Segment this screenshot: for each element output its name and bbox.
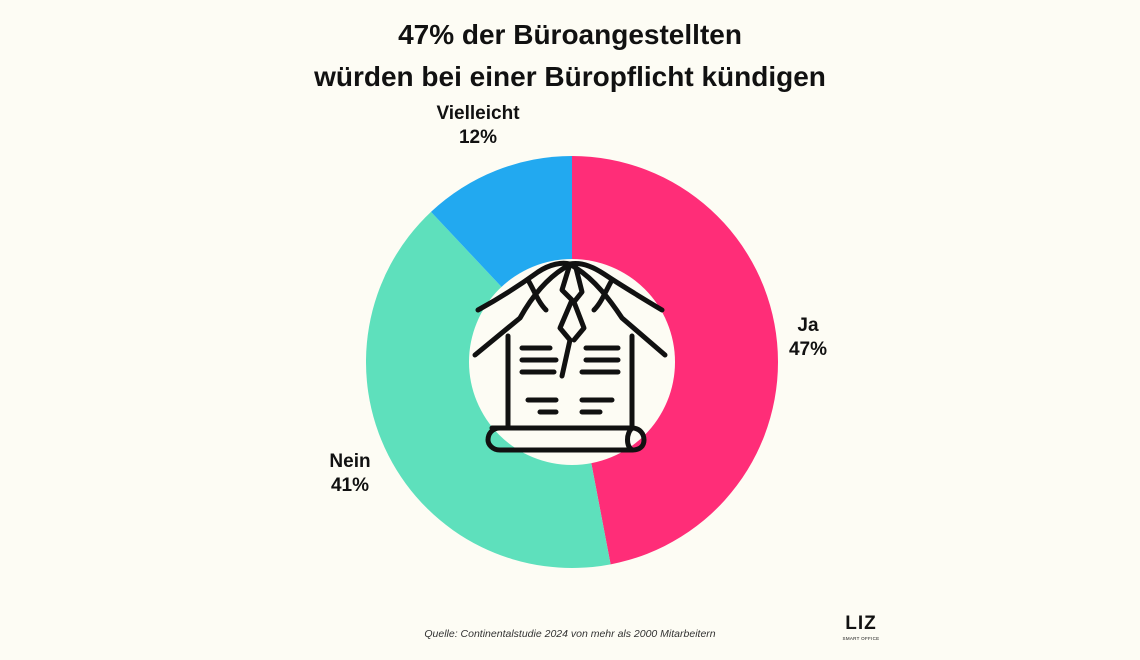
- logo-tagline: SMART OFFICE: [842, 636, 880, 641]
- slice-label-nein: Nein 41%: [310, 450, 390, 498]
- liz-logo: LIZ SMART OFFICE: [836, 606, 886, 656]
- slice-label-vielleicht-value: 12%: [458, 127, 498, 148]
- chart-title: 47% der Büroangestellten würden bei eine…: [0, 14, 1140, 98]
- slice-label-ja: Ja 47%: [780, 314, 836, 362]
- logo-name: LIZ: [845, 613, 877, 634]
- slice-ja: [572, 156, 778, 565]
- slice-label-nein-value: 41%: [330, 475, 370, 496]
- donut-hole: [469, 259, 675, 465]
- source-note: Quelle: Continentalstudie 2024 von mehr …: [424, 628, 716, 640]
- slice-label-vielleicht: Vielleicht 12%: [418, 102, 538, 150]
- slice-label-ja-name: Ja: [797, 315, 819, 336]
- slice-label-nein-name: Nein: [329, 451, 371, 472]
- donut-chart: [366, 156, 778, 568]
- chart-title-line-1: 47% der Büroangestellten: [398, 19, 742, 50]
- cracked-house-document-icon: [472, 260, 668, 453]
- slice-label-ja-value: 47%: [788, 339, 828, 360]
- chart-title-line-2: würden bei einer Büropflicht kündigen: [314, 61, 826, 92]
- slice-label-vielleicht-name: Vielleicht: [436, 103, 520, 124]
